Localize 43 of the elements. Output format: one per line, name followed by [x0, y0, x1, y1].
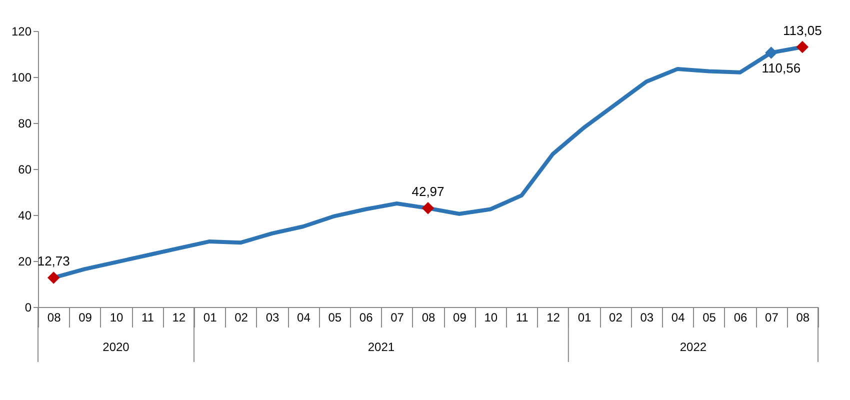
point	[796, 40, 809, 54]
x-tick-label: 06	[734, 310, 748, 324]
x-tick-label: 08	[47, 310, 62, 324]
x-tick-label: 09	[78, 310, 92, 324]
y-tick-label: 100	[11, 70, 32, 84]
y-tick-label: 20	[18, 254, 32, 268]
y-tick-label: 40	[18, 208, 32, 222]
x-tick-label: 01	[578, 310, 592, 324]
point	[422, 202, 434, 214]
y-tick-label: 0	[24, 300, 32, 314]
x-tick-label: 07	[765, 310, 779, 324]
point	[765, 46, 778, 59]
x-tick-label: 03	[266, 310, 280, 324]
data-label: 42,97	[412, 184, 444, 200]
x-tick-label: 03	[640, 310, 654, 324]
x-tick-label: 12	[546, 310, 560, 324]
x-tick-label: 02	[609, 310, 623, 324]
text: 2021	[368, 340, 395, 354]
y-tick-label: 60	[18, 162, 32, 176]
point	[47, 272, 60, 284]
y-tick-label: 80	[18, 116, 32, 130]
x-tick-label: 08	[422, 310, 436, 324]
x-tick-label: 11	[516, 310, 529, 324]
data-label: 110,56	[762, 60, 801, 76]
x-tick-label: 04	[671, 310, 686, 324]
x-tick-label: 05	[702, 310, 716, 324]
text: 2022	[680, 340, 707, 354]
x-tick-label: 07	[390, 310, 404, 324]
text: 2020	[102, 340, 130, 354]
x-tick-label: 04	[297, 310, 311, 324]
data-label: 12,73	[37, 254, 70, 269]
x-tick-label: 06	[359, 310, 374, 324]
x-tick-label: 08	[796, 310, 810, 324]
data-label: 113,05	[783, 22, 822, 38]
x-tick-label: 11	[141, 310, 154, 324]
x-tick-label: 01	[203, 310, 218, 324]
x-tick-label: 10	[110, 310, 124, 324]
y-tick-label: 120	[11, 24, 32, 38]
x-tick-label: 09	[453, 310, 467, 324]
x-tick-label: 10	[484, 310, 498, 324]
x-tick-label: 02	[234, 310, 248, 324]
x-tick-label: 12	[172, 310, 186, 324]
x-tick-label: 05	[328, 310, 342, 324]
